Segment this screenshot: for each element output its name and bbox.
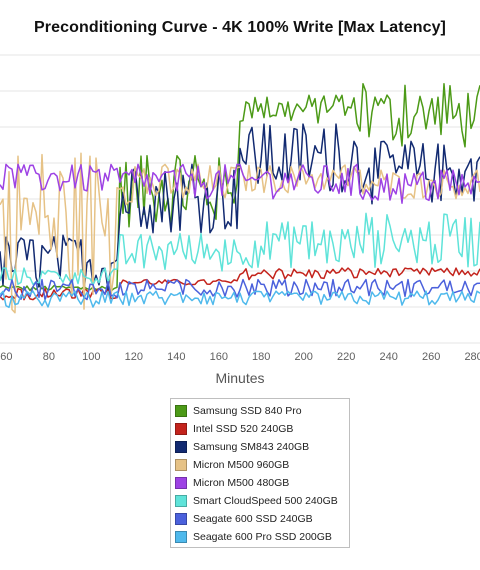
legend-swatch xyxy=(175,459,187,471)
legend-swatch xyxy=(175,423,187,435)
legend: Samsung SSD 840 Pro Intel SSD 520 240GB Sa… xyxy=(170,398,350,548)
legend-label: Samsung SSD 840 Pro xyxy=(193,405,302,417)
x-tick-label: 280 xyxy=(464,351,480,363)
legend-label: Seagate 600 Pro SSD 200GB xyxy=(193,531,332,543)
x-tick-label: 160 xyxy=(210,351,228,363)
legend-label: Smart CloudSpeed 500 240GB xyxy=(193,495,338,507)
series-line-7 xyxy=(0,290,480,309)
legend-item: Seagate 600 SSD 240GB xyxy=(175,511,313,527)
legend-item: Micron M500 480GB xyxy=(175,475,289,491)
legend-label: Micron M500 960GB xyxy=(193,459,290,471)
legend-item: Seagate 600 Pro SSD 200GB xyxy=(175,529,332,545)
x-tick-label: 260 xyxy=(422,351,440,363)
x-tick-label: 220 xyxy=(337,351,355,363)
legend-item: Samsung SSD 840 Pro xyxy=(175,403,302,419)
x-tick-label: 140 xyxy=(167,351,185,363)
legend-swatch xyxy=(175,405,187,417)
x-tick-label: 60 xyxy=(0,351,12,363)
legend-item: Intel SSD 520 240GB xyxy=(175,421,293,437)
legend-label: Micron M500 480GB xyxy=(193,477,290,489)
grid xyxy=(0,54,480,344)
legend-swatch xyxy=(175,441,187,453)
legend-item: Smart CloudSpeed 500 240GB xyxy=(175,493,338,509)
legend-label: Seagate 600 SSD 240GB xyxy=(193,513,313,525)
x-axis-label: Minutes xyxy=(215,370,265,386)
legend-swatch xyxy=(175,477,187,489)
series-line-5 xyxy=(0,212,480,286)
series-line-4 xyxy=(0,163,480,204)
x-tick-label: 180 xyxy=(252,351,270,363)
legend-swatch xyxy=(175,495,187,507)
x-tick-label: 100 xyxy=(82,351,100,363)
series-line-1 xyxy=(0,267,480,301)
legend-item: Micron M500 960GB xyxy=(175,457,289,473)
legend-label: Intel SSD 520 240GB xyxy=(193,423,294,435)
series-line-6 xyxy=(0,278,480,301)
series-lines xyxy=(0,83,480,314)
legend-label: Samsung SM843 240GB xyxy=(193,441,310,453)
legend-item: Samsung SM843 240GB xyxy=(175,439,309,455)
x-tick-label: 80 xyxy=(43,351,55,363)
x-tick-label: 120 xyxy=(125,351,143,363)
series-line-2 xyxy=(0,123,480,292)
x-tick-label: 240 xyxy=(379,351,397,363)
chart-title: Preconditioning Curve - 4K 100% Write [M… xyxy=(33,19,446,36)
series-line-0 xyxy=(0,83,480,292)
chart-plot: 60 80 100 120 140 160 180 200 220 240 260 280 xyxy=(0,54,480,363)
x-tick-label: 200 xyxy=(295,351,313,363)
legend-swatch xyxy=(175,531,187,543)
x-axis-ticks: 60 80 100 120 140 160 180 200 220 240 260 280 xyxy=(0,351,480,363)
legend-swatch xyxy=(175,513,187,525)
